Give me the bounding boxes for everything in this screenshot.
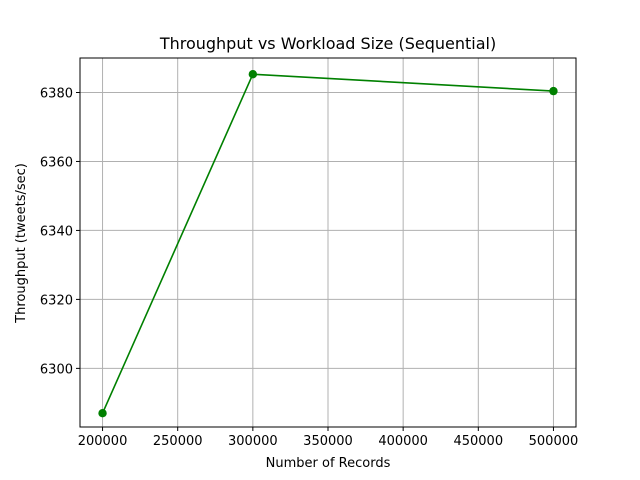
x-tick-label: 400000 — [378, 434, 428, 449]
data-point — [549, 86, 558, 96]
x-tick-label: 350000 — [303, 434, 353, 449]
y-ticks: 6300 6320 6340 6360 6380 — [40, 86, 80, 377]
y-tick-label: 6380 — [40, 86, 73, 101]
chart-title: Throughput vs Workload Size (Sequential) — [159, 34, 496, 53]
y-tick-label: 6340 — [40, 224, 73, 239]
x-tick-label: 300000 — [228, 434, 278, 449]
x-axis-title: Number of Records — [266, 456, 391, 471]
x-tick-label: 500000 — [529, 434, 579, 449]
x-tick-label: 200000 — [78, 434, 128, 449]
y-tick-label: 6320 — [40, 293, 73, 308]
grid — [80, 58, 576, 427]
plot-frame — [79, 57, 577, 428]
series — [98, 70, 558, 418]
y-tick-label: 6300 — [40, 362, 73, 377]
y-tick-label: 6360 — [40, 155, 73, 170]
x-ticks: 200000 250000 300000 350000 400000 450000 5000… — [78, 427, 579, 449]
data-point — [248, 70, 258, 79]
y-axis-title: Throughput (tweets/sec) — [14, 163, 29, 324]
x-tick-label: 450000 — [453, 434, 503, 449]
data-point — [98, 409, 107, 418]
x-tick-label: 250000 — [153, 434, 203, 449]
